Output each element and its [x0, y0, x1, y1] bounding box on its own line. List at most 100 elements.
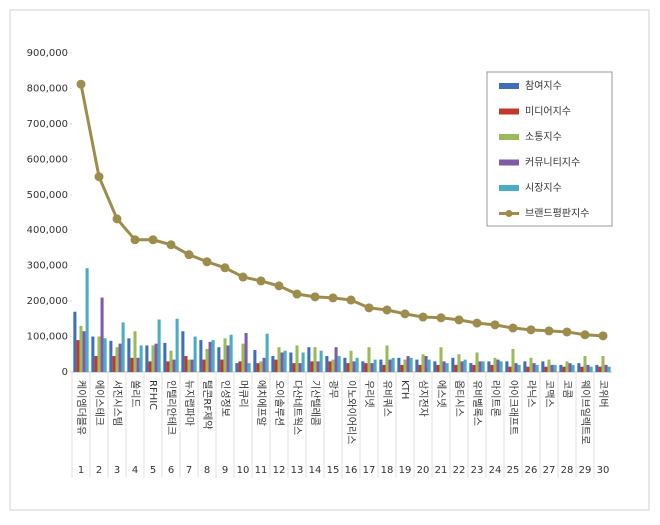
bar	[388, 359, 392, 372]
x-tick-label: 쏠리드	[129, 380, 141, 408]
bar	[337, 356, 341, 372]
rank-label: 8	[204, 465, 210, 476]
bar	[355, 357, 359, 372]
line-marker	[238, 272, 248, 282]
bar	[418, 364, 422, 372]
bar	[193, 336, 197, 372]
line-marker	[130, 235, 140, 245]
line-marker	[580, 330, 590, 340]
rank-label: 11	[255, 465, 268, 476]
bar	[241, 343, 245, 372]
bar	[409, 357, 413, 372]
x-tick-label: 라이트론	[489, 380, 501, 417]
bar	[136, 357, 140, 372]
legend-box	[486, 71, 613, 227]
x-tick-label: RFHIC	[147, 380, 158, 410]
bar	[226, 345, 230, 372]
bar	[382, 364, 386, 372]
bar	[217, 347, 221, 372]
line-marker	[76, 79, 86, 89]
bar	[469, 363, 473, 372]
bar	[577, 363, 581, 372]
line-marker	[562, 327, 572, 337]
bar	[529, 357, 533, 372]
bar	[349, 350, 353, 372]
line-marker	[292, 289, 302, 299]
bar	[370, 363, 374, 372]
bar	[601, 356, 605, 372]
bar	[442, 361, 446, 372]
bar	[280, 352, 284, 372]
bar	[403, 359, 407, 372]
bar	[373, 359, 377, 372]
bar	[184, 356, 188, 372]
rank-label: 16	[345, 465, 358, 476]
bar	[172, 359, 176, 372]
line-marker	[382, 305, 392, 315]
bar	[514, 363, 518, 372]
rank-label: 6	[168, 465, 174, 476]
rank-label: 22	[453, 465, 466, 476]
bar	[175, 318, 179, 372]
bar	[463, 359, 467, 372]
rank-label: 10	[237, 465, 250, 476]
bar	[313, 347, 317, 372]
bar	[391, 357, 395, 372]
bar	[148, 361, 152, 372]
y-tick-label: 400,000	[27, 225, 68, 236]
rank-label: 29	[579, 465, 592, 476]
line-marker	[472, 318, 482, 328]
line-marker	[508, 323, 518, 333]
bar	[295, 345, 299, 372]
x-tick-label: 우리넷	[363, 380, 375, 408]
bar	[79, 325, 83, 372]
bar	[460, 361, 464, 372]
legend-swatch	[499, 83, 519, 89]
bar	[475, 352, 479, 372]
bar	[130, 357, 134, 372]
bar	[427, 359, 431, 372]
bar	[238, 361, 242, 372]
bar	[334, 347, 338, 372]
x-tick-label: 인성정보	[219, 380, 231, 417]
x-tick-label: 이노와이어리스	[345, 380, 357, 444]
bar	[256, 363, 260, 372]
x-tick-label: KTH	[399, 380, 410, 399]
bar	[85, 268, 89, 372]
bar	[406, 356, 410, 372]
legend-swatch	[499, 159, 519, 166]
line-marker	[400, 309, 410, 319]
legend-label: 미디어지수	[525, 106, 571, 118]
bar	[454, 364, 458, 372]
bar	[580, 366, 584, 372]
line-marker	[274, 281, 284, 291]
bar	[589, 366, 593, 372]
bar	[586, 364, 590, 372]
bar	[292, 363, 296, 372]
bar	[115, 347, 119, 372]
x-tick-label: 코콤	[561, 380, 573, 398]
bar	[151, 345, 155, 372]
bar	[139, 345, 143, 372]
line-marker	[220, 263, 230, 273]
bar	[541, 361, 545, 372]
bar	[472, 364, 476, 372]
line-marker	[328, 293, 338, 303]
x-tick-label: 유비벨록스	[471, 380, 483, 426]
rank-label: 2	[96, 465, 102, 476]
bar	[523, 361, 527, 372]
bar	[202, 359, 206, 372]
bar	[244, 333, 248, 372]
bar	[169, 350, 173, 372]
bar	[208, 341, 212, 372]
bar	[364, 363, 368, 372]
line-marker	[454, 315, 464, 325]
bar	[277, 347, 281, 372]
rank-label: 15	[327, 465, 340, 476]
bar	[490, 364, 494, 372]
legend-swatch	[505, 210, 513, 217]
line-marker	[166, 240, 176, 250]
bar	[112, 356, 116, 372]
line-marker	[310, 292, 320, 302]
bar	[508, 366, 512, 372]
